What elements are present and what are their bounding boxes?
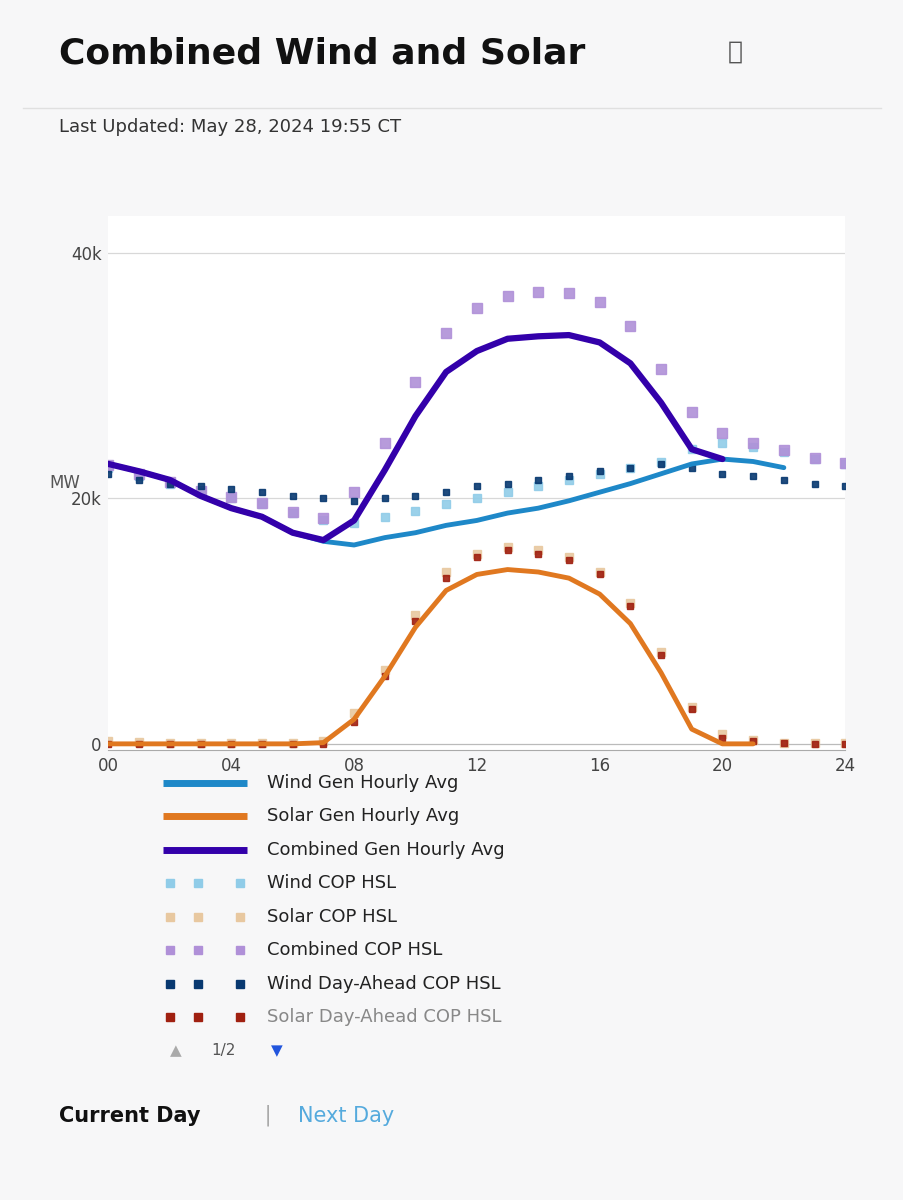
Text: Current Day: Current Day <box>59 1105 200 1126</box>
Text: 1/2: 1/2 <box>211 1043 236 1058</box>
Text: Last Updated: May 28, 2024 19:55 CT: Last Updated: May 28, 2024 19:55 CT <box>59 118 400 136</box>
Text: Wind COP HSL: Wind COP HSL <box>267 874 396 892</box>
Text: Combined Gen Hourly Avg: Combined Gen Hourly Avg <box>267 841 505 859</box>
Text: Solar Gen Hourly Avg: Solar Gen Hourly Avg <box>267 808 460 826</box>
Text: Next Day: Next Day <box>298 1105 394 1126</box>
Y-axis label: MW: MW <box>50 474 80 492</box>
Text: ⧉: ⧉ <box>727 40 742 64</box>
Text: Combined Wind and Solar: Combined Wind and Solar <box>59 36 584 70</box>
Text: Combined COP HSL: Combined COP HSL <box>267 941 442 959</box>
Text: Wind Day-Ahead COP HSL: Wind Day-Ahead COP HSL <box>267 974 500 992</box>
Text: ▼: ▼ <box>271 1043 283 1058</box>
Text: ▲: ▲ <box>170 1043 182 1058</box>
Text: Wind Gen Hourly Avg: Wind Gen Hourly Avg <box>267 774 459 792</box>
Text: |: | <box>257 1104 277 1126</box>
Text: Solar COP HSL: Solar COP HSL <box>267 907 397 925</box>
Text: Solar Day-Ahead COP HSL: Solar Day-Ahead COP HSL <box>267 1008 501 1026</box>
